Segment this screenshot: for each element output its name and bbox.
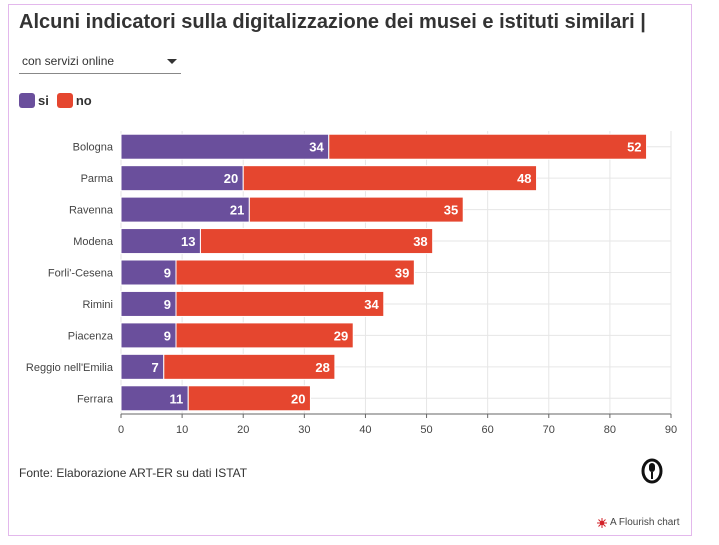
legend-label-no: no <box>75 93 92 108</box>
category-label: Rimini <box>82 299 113 311</box>
legend: si no <box>19 93 100 108</box>
bar-si <box>120 259 177 286</box>
legend-swatch-si <box>19 93 35 108</box>
dropdown-selected-value: con servizi online <box>22 54 115 68</box>
data-label-no: 28 <box>315 360 329 375</box>
flourish-logo-icon[interactable] <box>636 455 668 487</box>
data-label-si: 13 <box>181 234 195 249</box>
x-tick-label: 10 <box>176 424 188 436</box>
credit-label: A Flourish chart <box>610 517 680 528</box>
bar-si <box>120 322 177 349</box>
x-tick-label: 90 <box>665 424 677 436</box>
bar-no <box>242 165 538 192</box>
bar-si <box>120 133 330 160</box>
bar-si <box>120 290 177 317</box>
bar-no <box>328 133 648 160</box>
data-label-no: 39 <box>395 266 409 281</box>
data-label-si: 11 <box>169 391 183 406</box>
chart-title: Alcuni indicatori sulla digitalizzazione… <box>19 11 646 33</box>
x-tick-label: 30 <box>298 424 310 436</box>
chevron-down-icon <box>167 59 177 64</box>
x-tick-label: 0 <box>118 424 124 436</box>
bar-no <box>175 290 385 317</box>
data-label-si: 7 <box>152 360 159 375</box>
data-label-no: 52 <box>627 140 641 155</box>
data-label-si: 9 <box>164 297 171 312</box>
category-label: Parma <box>81 173 114 185</box>
x-tick-label: 70 <box>543 424 555 436</box>
legend-swatch-no <box>56 93 73 108</box>
data-label-si: 9 <box>164 266 171 281</box>
category-label: Bologna <box>73 142 114 154</box>
bar-no <box>248 196 464 223</box>
data-label-no: 35 <box>444 203 458 218</box>
x-tick-label: 50 <box>420 424 432 436</box>
source-note: Fonte: Elaborazione ART-ER su dati ISTAT <box>19 466 248 480</box>
category-label: Modena <box>73 236 114 248</box>
bar-no <box>175 259 415 286</box>
x-tick-label: 40 <box>359 424 371 436</box>
category-label: Forli'-Cesena <box>48 268 114 280</box>
x-tick-label: 20 <box>237 424 249 436</box>
data-label-si: 21 <box>230 203 244 218</box>
x-tick-label: 80 <box>604 424 616 436</box>
x-tick-label: 60 <box>482 424 494 436</box>
bar-si <box>120 196 250 223</box>
data-label-no: 20 <box>291 391 305 406</box>
legend-item-no[interactable]: no <box>56 93 92 108</box>
category-label: Reggio nell'Emilia <box>26 362 114 374</box>
data-label-si: 9 <box>164 328 171 343</box>
data-label-no: 48 <box>517 171 531 186</box>
bar-no <box>163 353 336 380</box>
data-label-no: 29 <box>334 328 348 343</box>
bar-no <box>175 322 354 349</box>
bar-no <box>199 228 434 255</box>
bar-si <box>120 165 244 192</box>
data-label-si: 34 <box>309 140 324 155</box>
category-label: Piacenza <box>68 330 114 342</box>
data-label-no: 34 <box>364 297 379 312</box>
indicator-dropdown[interactable]: con servizi online <box>19 51 181 74</box>
flourish-credit-link[interactable]: A Flourish chart <box>597 517 679 528</box>
flourish-credit-icon <box>597 517 607 528</box>
bar-si <box>120 228 201 255</box>
category-label: Ravenna <box>69 205 114 217</box>
chart-frame <box>8 4 692 536</box>
bar-no <box>187 385 311 412</box>
data-label-si: 20 <box>224 171 238 186</box>
legend-item-si[interactable]: si <box>19 93 49 108</box>
category-label: Ferrara <box>77 393 114 405</box>
legend-label-si: si <box>38 93 49 108</box>
bar-si <box>120 353 165 380</box>
data-label-no: 38 <box>413 234 427 249</box>
